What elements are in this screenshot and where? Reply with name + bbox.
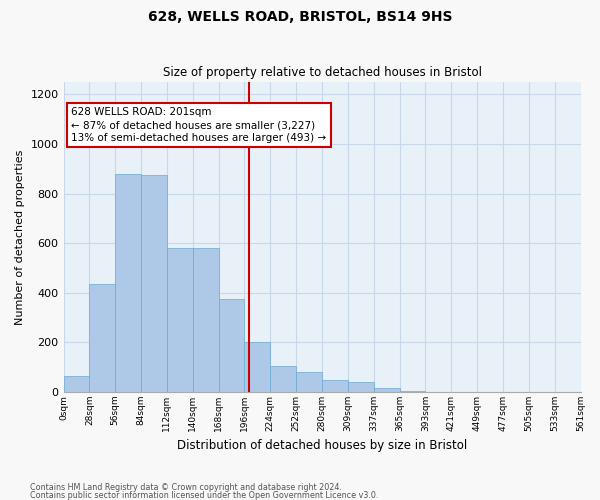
Y-axis label: Number of detached properties: Number of detached properties (15, 150, 25, 324)
Bar (296, 372, 322, 392)
Bar (322, 380, 348, 392)
Title: Size of property relative to detached houses in Bristol: Size of property relative to detached ho… (163, 66, 482, 80)
Bar (400, 391, 425, 392)
Text: Contains HM Land Registry data © Crown copyright and database right 2024.: Contains HM Land Registry data © Crown c… (30, 484, 342, 492)
Bar (141, 175, 167, 392)
Text: 628, WELLS ROAD, BRISTOL, BS14 9HS: 628, WELLS ROAD, BRISTOL, BS14 9HS (148, 10, 452, 24)
Bar (271, 366, 296, 392)
Text: Contains public sector information licensed under the Open Government Licence v3: Contains public sector information licen… (30, 490, 379, 500)
Bar (167, 248, 193, 392)
Bar (244, 342, 271, 392)
Bar (348, 382, 374, 392)
Bar (374, 388, 400, 392)
X-axis label: Distribution of detached houses by size in Bristol: Distribution of detached houses by size … (177, 440, 467, 452)
Bar (89, 284, 115, 392)
Bar (64, 376, 89, 392)
Bar (115, 174, 141, 392)
Bar (193, 248, 218, 392)
Text: 628 WELLS ROAD: 201sqm
← 87% of detached houses are smaller (3,227)
13% of semi-: 628 WELLS ROAD: 201sqm ← 87% of detached… (71, 107, 326, 144)
Bar (218, 299, 244, 392)
